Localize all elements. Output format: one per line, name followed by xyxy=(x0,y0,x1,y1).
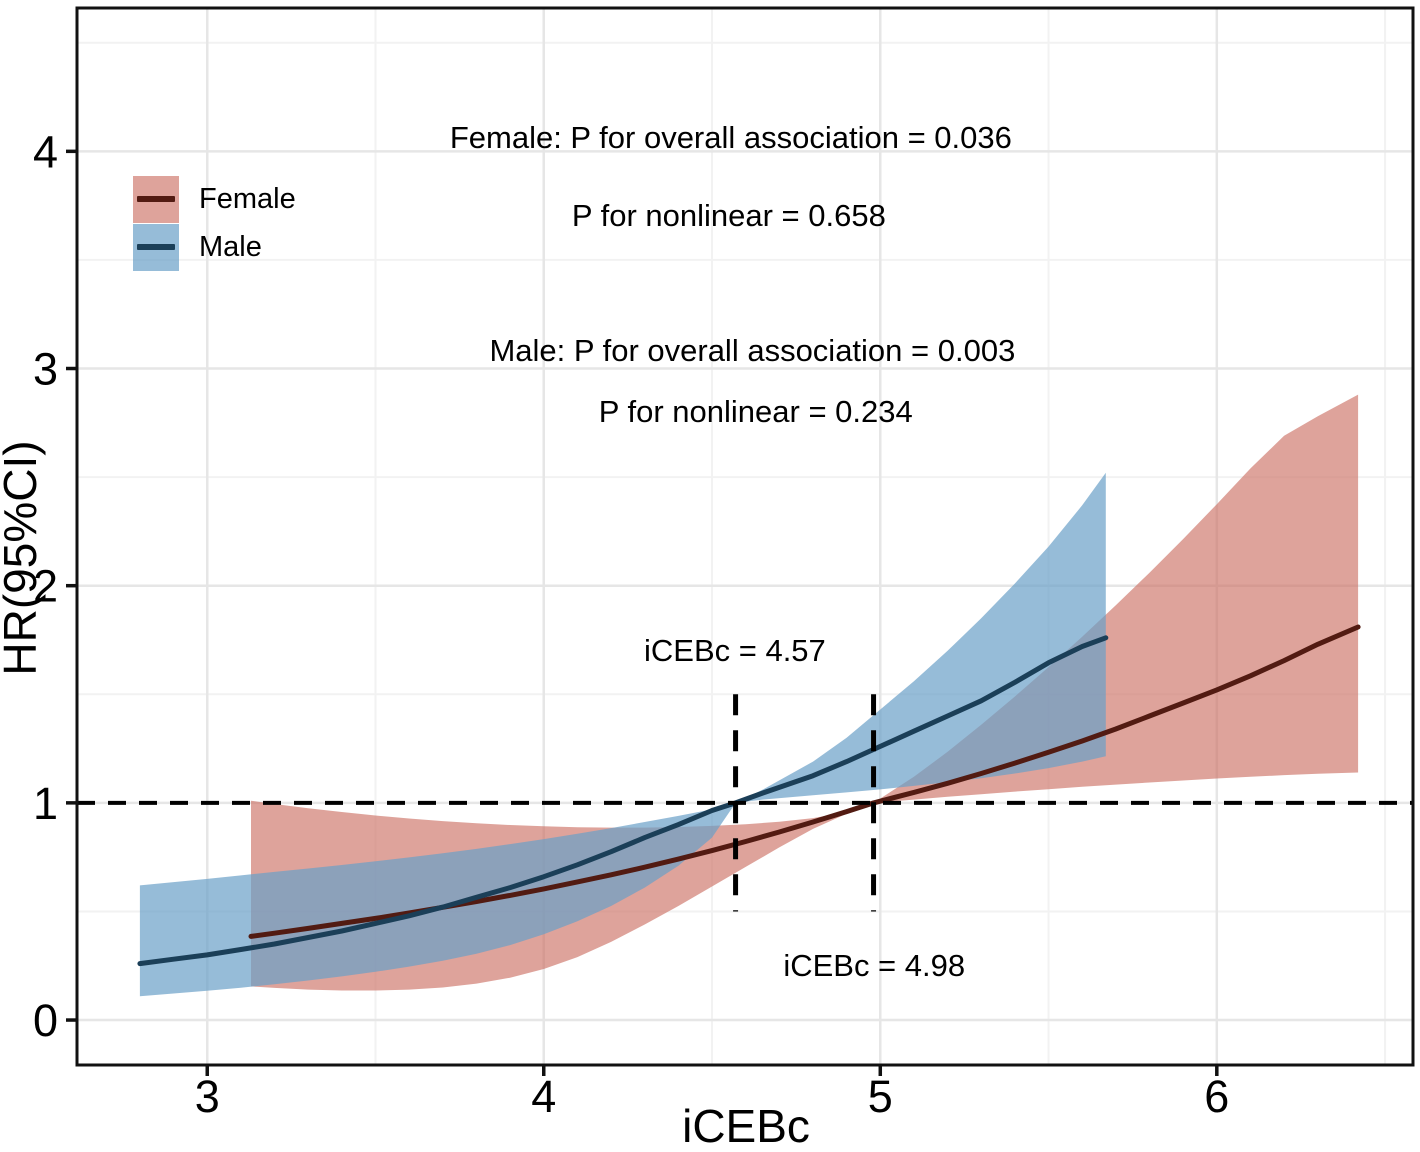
annotation-male-p-overall: Male: P for overall association = 0.003 xyxy=(489,333,1016,369)
y-tick-label-4: 4 xyxy=(33,126,58,177)
female-line-sample xyxy=(137,196,175,202)
annotation-female-p-nonlinear: P for nonlinear = 0.658 xyxy=(571,198,886,234)
panel-border xyxy=(75,6,1415,1067)
x-tick-label-6: 6 xyxy=(1204,1071,1229,1122)
annotation-icebc-4-57: iCEBc = 4.57 xyxy=(643,632,826,668)
y-tick-label-1: 1 xyxy=(33,778,58,829)
x-tick-label-5: 5 xyxy=(868,1071,893,1122)
annotation-male-p-nonlinear: P for nonlinear = 0.234 xyxy=(598,393,913,429)
y-tick-label-2: 2 xyxy=(33,561,58,612)
female-ci-swatch xyxy=(133,175,179,223)
annotation-icebc-4-98: iCEBc = 4.98 xyxy=(783,947,966,983)
male-ci-ribbon xyxy=(139,472,1106,997)
male-ci-swatch xyxy=(133,223,179,271)
y-axis-title: HR(95%CI) xyxy=(0,440,46,676)
male-line-sample xyxy=(137,244,175,250)
x-tick-label-3: 3 xyxy=(195,1071,220,1122)
legend-item-male: Male xyxy=(133,223,296,271)
legend-label-male: Male xyxy=(199,230,262,263)
legend: Female Male xyxy=(133,175,296,271)
y-tick-label-0: 0 xyxy=(33,995,58,1046)
male-hr-curve xyxy=(137,635,1109,967)
legend-item-female: Female xyxy=(133,175,296,223)
x-tick-label-4: 4 xyxy=(531,1071,556,1122)
y-tick-label-3: 3 xyxy=(33,344,58,395)
annotation-female-p-overall: Female: P for overall association = 0.03… xyxy=(449,120,1012,156)
legend-label-female: Female xyxy=(199,182,296,215)
axis-ticks: 3 4 5 6 0 1 2 3 4 xyxy=(33,126,1229,1122)
x-axis-title: iCEBc xyxy=(682,1100,810,1152)
